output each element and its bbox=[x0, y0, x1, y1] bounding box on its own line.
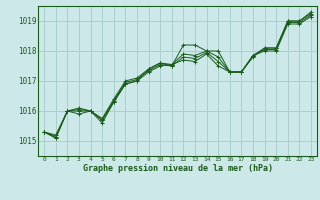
X-axis label: Graphe pression niveau de la mer (hPa): Graphe pression niveau de la mer (hPa) bbox=[83, 164, 273, 173]
